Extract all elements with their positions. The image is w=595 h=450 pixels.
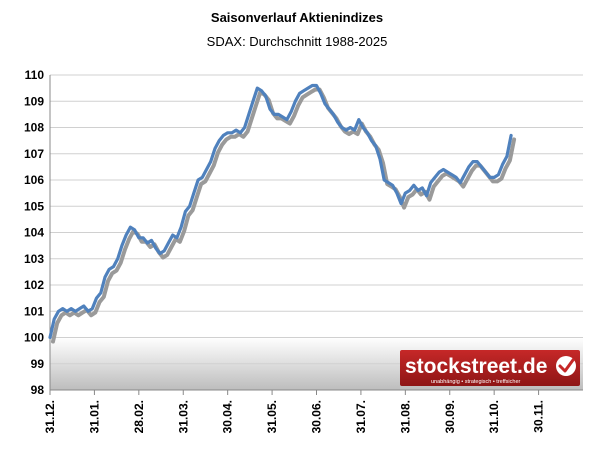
series-line xyxy=(48,83,513,340)
y-tick-label: 108 xyxy=(24,121,44,135)
x-tick-label: 30.09. xyxy=(443,400,457,433)
x-tick-label: 31.10. xyxy=(487,400,501,433)
y-tick-label: 101 xyxy=(24,304,44,318)
y-tick-label: 104 xyxy=(24,226,44,240)
x-tick-label: 30.06. xyxy=(310,400,324,433)
chart-subtitle: SDAX: Durchschnitt 1988-2025 xyxy=(207,34,388,49)
y-tick-label: 100 xyxy=(24,331,44,345)
x-tick-label: 30.04. xyxy=(221,400,235,433)
series-shadow-line xyxy=(51,87,517,344)
x-axis-ticks: 31.12. 31.01. 28.02. 31.03. 30.04. 31.05. 30.0… xyxy=(43,390,546,433)
x-tick-label: 31.01. xyxy=(87,400,101,433)
logo-text: stockstreet.de xyxy=(405,355,547,378)
x-tick-label: 31.05. xyxy=(265,400,279,433)
x-tick-label: 31.07. xyxy=(354,400,368,433)
stockstreet-logo: stockstreet.de unabhängig • strategisch … xyxy=(400,350,580,386)
y-axis-ticks: 98 99 100 101 102 103 104 105 106 107 108 109 110 xyxy=(24,68,44,397)
x-tick-label: 31.08. xyxy=(398,400,412,433)
x-tick-label: 30.11. xyxy=(532,400,546,433)
y-tick-label: 103 xyxy=(24,252,44,266)
y-tick-label: 98 xyxy=(31,383,45,397)
chart-title: Saisonverlauf Aktienindizes xyxy=(211,10,383,25)
y-tick-label: 107 xyxy=(24,147,44,161)
y-tick-label: 102 xyxy=(24,278,44,292)
x-tick-label: 31.03. xyxy=(176,400,190,433)
y-tick-label: 99 xyxy=(31,357,45,371)
y-tick-label: 109 xyxy=(24,94,44,108)
x-tick-label: 31.12. xyxy=(43,400,57,433)
x-tick-label: 28.02. xyxy=(132,400,146,433)
y-tick-label: 110 xyxy=(25,68,45,82)
y-tick-label: 106 xyxy=(24,173,44,187)
logo-tagline: unabhängig • strategisch • treffsicher xyxy=(431,379,521,385)
y-tick-label: 105 xyxy=(24,199,44,213)
